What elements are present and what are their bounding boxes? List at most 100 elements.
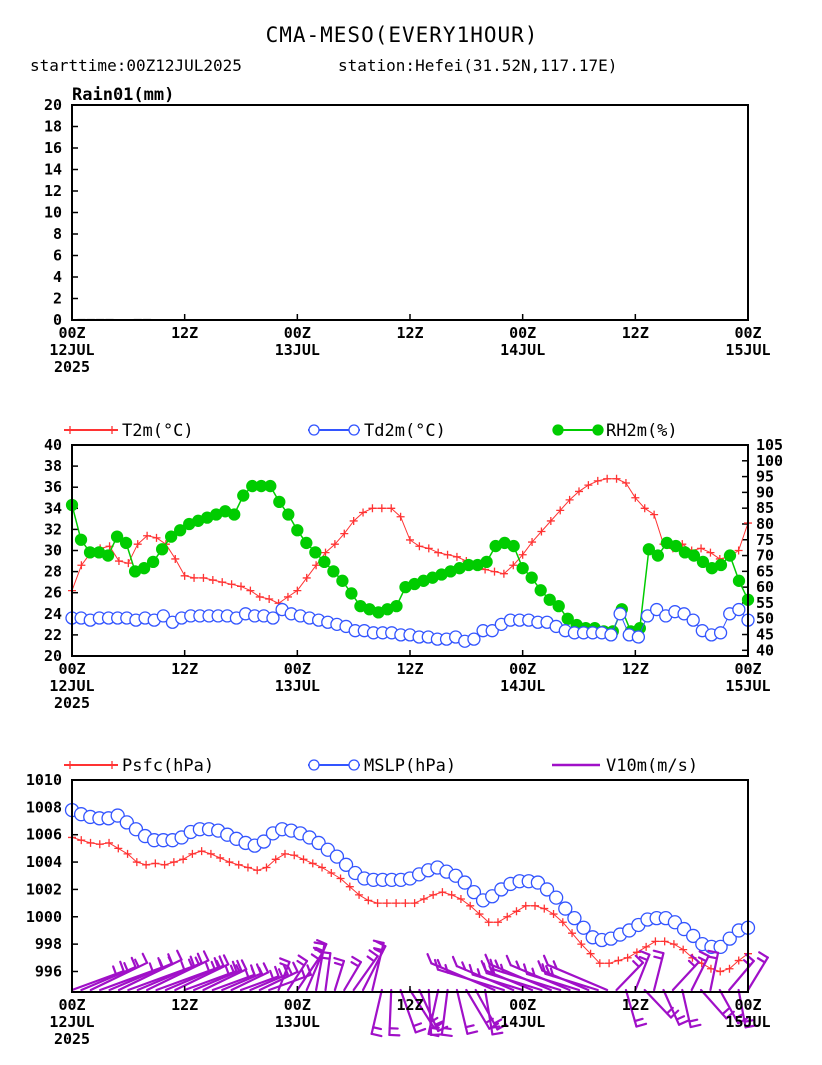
psfc-point xyxy=(586,949,595,958)
pressure-series xyxy=(64,802,756,976)
pressure-ytick-label: 1002 xyxy=(26,880,62,898)
psfc-point xyxy=(595,959,604,968)
wind-barb-staff xyxy=(108,962,174,992)
wind-barb-flag xyxy=(279,962,289,968)
psfc-point xyxy=(605,959,614,968)
temp-right-ytick-label: 85 xyxy=(756,499,774,517)
wind-barb-flag xyxy=(130,956,137,969)
mslp-point xyxy=(722,931,737,946)
mslp-point xyxy=(539,882,555,897)
wind-barb-flag xyxy=(500,963,505,974)
temp-left-ytick-label: 30 xyxy=(44,542,62,560)
rain-xtick-date: 14JUL xyxy=(500,341,545,359)
t2m-point xyxy=(265,595,274,604)
wind-barb-flag xyxy=(333,956,346,963)
wind-barb-flag xyxy=(515,960,521,970)
wind-barb-staff xyxy=(146,959,210,992)
psfc-point xyxy=(234,860,243,869)
rain-ytick-labels: 0 2 4 6 8 10 12 14 16 18 20 xyxy=(44,96,78,329)
psfc-point xyxy=(123,849,132,858)
wind-barb-staff xyxy=(117,958,183,992)
pressure-xtick-label: 12Z xyxy=(622,996,649,1014)
psfc-point xyxy=(419,894,428,903)
rh2m-point xyxy=(723,549,737,562)
psfc-legend-marker xyxy=(66,761,74,769)
wind-barb-flag xyxy=(350,961,360,968)
wind-barb-flag xyxy=(319,950,332,955)
wind-barb-flag xyxy=(205,962,210,972)
wind-barb-flag xyxy=(490,1025,501,1029)
wind-barb-flag xyxy=(194,956,201,966)
wind-barb-flag xyxy=(300,968,306,979)
rain-xtick-label: 00Z xyxy=(58,324,85,342)
wind-barb-flag xyxy=(250,967,257,978)
wind-barb-flag xyxy=(653,955,664,960)
pressure-xtick-date: 15JUL xyxy=(725,1013,770,1031)
psfc-point xyxy=(549,910,558,919)
td2m-point xyxy=(640,609,655,623)
rain-xtick-year: 2025 xyxy=(54,358,90,376)
temp-right-ytick-label: 60 xyxy=(756,578,774,596)
psfc-point xyxy=(706,964,715,973)
td2m-point xyxy=(649,602,664,617)
wind-barb-flag xyxy=(333,961,344,967)
pressure-xtick-date: 13JUL xyxy=(275,1013,320,1031)
t2m-point xyxy=(359,508,368,517)
rh2m-point xyxy=(318,555,331,569)
wind-barb-flag xyxy=(368,949,379,958)
t2m-point xyxy=(152,533,161,542)
wind-barb-flag xyxy=(545,964,551,975)
psfc-point xyxy=(568,929,577,938)
psfc-point xyxy=(410,899,419,908)
t2m-point xyxy=(443,550,452,559)
wind-barb-flag xyxy=(235,964,241,974)
t2m-point xyxy=(518,550,527,559)
wind-barb-flag xyxy=(690,954,700,964)
wind-barb-flag xyxy=(297,954,309,963)
pressure-xtick-label: 12Z xyxy=(171,996,198,1014)
temp-right-ytick-label: 100 xyxy=(756,452,783,470)
rain-xtick-label: 00Z xyxy=(284,324,311,342)
wind-barb-flag xyxy=(320,956,331,960)
temp-left-ytick-label: 40 xyxy=(44,436,62,454)
t2m-point xyxy=(434,548,443,557)
rh2m-point xyxy=(552,599,565,613)
wind-barb-flag xyxy=(707,955,719,960)
psfc-point xyxy=(373,899,382,908)
rain-ytick-label: 6 xyxy=(53,247,62,265)
wind-barb-flag xyxy=(721,1007,730,1016)
temp-xtick-label: 12Z xyxy=(171,660,198,678)
rh2m-point xyxy=(561,612,574,625)
psfc-line xyxy=(71,836,749,972)
starttime-label: starttime:00Z12JUL2025 xyxy=(30,56,242,75)
temp-right-ytick-label: 95 xyxy=(756,468,774,486)
pressure-xtick-label: 00Z xyxy=(284,996,311,1014)
rain-ytick-label: 10 xyxy=(44,204,62,222)
psfc-point xyxy=(484,918,493,927)
psfc-point xyxy=(179,855,188,864)
rh2m-point xyxy=(336,574,349,587)
wind-barbs xyxy=(70,939,769,1038)
wind-barb-flag xyxy=(306,964,312,976)
rh2m-point xyxy=(534,584,547,597)
t2m-point xyxy=(387,504,396,513)
wind-barb-flag xyxy=(489,958,495,971)
temp-left-ytick-labels: 20 22 24 26 28 30 32 34 36 38 40 xyxy=(44,436,78,665)
rain-xtick-date: 13JUL xyxy=(275,341,320,359)
wind-barb-flag xyxy=(494,959,500,970)
pressure-ytick-label: 1010 xyxy=(26,771,62,789)
rain-plot-frame xyxy=(71,104,749,321)
rh2m-point xyxy=(642,543,656,556)
td2m-point xyxy=(604,628,618,642)
station-label: station:Hefei(31.52N,117.17E) xyxy=(338,56,617,75)
psfc-point xyxy=(512,907,521,916)
psfc-point xyxy=(401,899,410,908)
rain-ytick-label: 20 xyxy=(44,96,62,114)
wind-barb-flag xyxy=(461,961,467,971)
temp-xtick-label: 00Z xyxy=(734,660,761,678)
rain-xtick-label: 12Z xyxy=(622,324,649,342)
temp-panel: T2m(°C) Td2m(°C) RH2m(%) 20 22 24 26 28 30 32 34 3… xyxy=(44,421,783,712)
wind-barb-flag xyxy=(652,949,665,955)
psfc-point xyxy=(679,945,688,954)
